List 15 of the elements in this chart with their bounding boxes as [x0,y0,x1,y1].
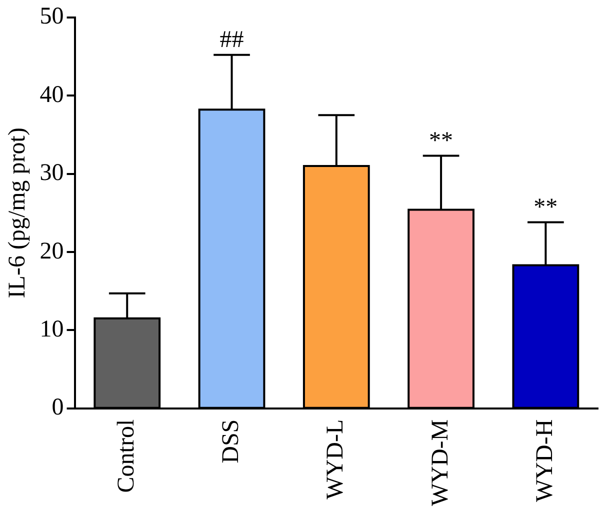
annotation: ## [220,27,244,54]
annotation: ** [534,194,558,221]
x-tick-label: DSS [218,419,244,464]
y-axis-title: IL-6 (pg/mg prot) [4,128,31,298]
x-tick-label: WYD-H [532,419,558,502]
y-tick-label: 20 [40,238,64,264]
y-tick-label: 30 [40,160,64,186]
y-tick-label: 0 [52,394,64,421]
annotation: ** [429,128,454,154]
y-tick-label: 50 [40,4,64,30]
y-tick-label: 40 [40,82,64,108]
x-tick-label: WYD-M [427,419,454,506]
x-tick-label: WYD-L [322,419,349,500]
y-tick-label: 10 [40,316,64,342]
x-tick-label: Control [113,419,140,493]
